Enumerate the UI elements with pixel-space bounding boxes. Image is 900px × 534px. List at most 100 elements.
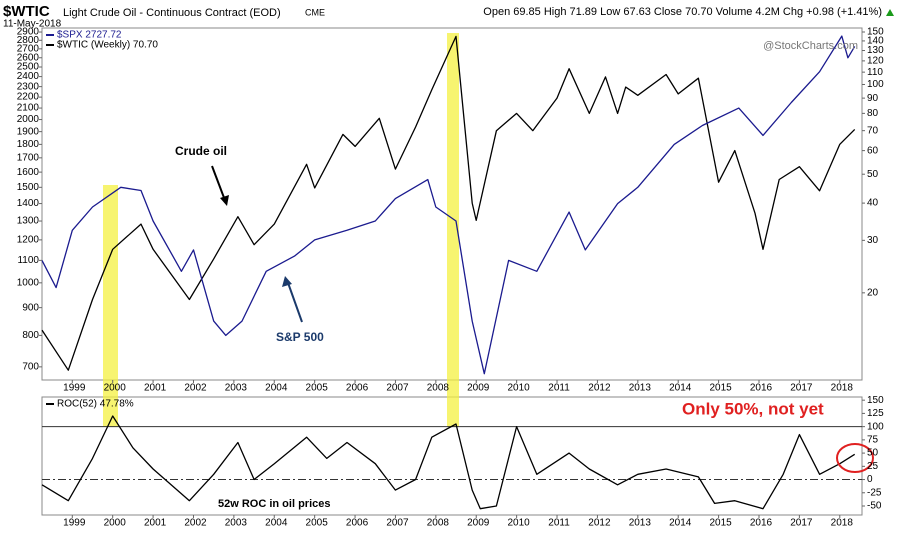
- y-tick-label: 2600: [17, 52, 40, 63]
- y-tick-label: 1000: [17, 277, 40, 288]
- y-tick-label: 20: [867, 287, 879, 298]
- y-tick-label: 50: [867, 448, 879, 459]
- legend-label: $WTIC (Weekly) 70.70: [57, 40, 158, 51]
- y-tick-label: 1600: [17, 167, 40, 178]
- chart-title: $WTIC: [3, 3, 50, 20]
- y-tick-label: 1100: [17, 255, 39, 266]
- x-tick-label: 2017: [790, 383, 813, 394]
- y-tick-label: 1500: [17, 182, 40, 193]
- x-tick-label: 2011: [548, 518, 570, 529]
- y-tick-label: 150: [867, 395, 884, 406]
- x-tick-label: 2010: [508, 518, 531, 529]
- highlight: [447, 33, 459, 427]
- x-tick-label: 2016: [750, 518, 773, 529]
- x-tick-label: 2008: [427, 383, 450, 394]
- date: 11-May-2018: [3, 19, 62, 30]
- x-tick-label: 2001: [144, 518, 167, 529]
- x-tick-label: 2015: [709, 518, 732, 529]
- y-tick-label: 30: [867, 235, 879, 246]
- y-tick-label: -25: [867, 487, 882, 498]
- y-tick-label: 2700: [17, 44, 40, 55]
- y-tick-label: 2000: [17, 114, 40, 125]
- y-tick-label: 900: [22, 302, 39, 313]
- series-line: [41, 35, 856, 371]
- annotation: S&P 500: [276, 330, 324, 344]
- x-tick-label: 2014: [669, 518, 692, 529]
- arrowhead: [220, 195, 229, 206]
- x-tick-label: 2011: [548, 383, 570, 394]
- y-tick-label: 125: [867, 408, 884, 419]
- x-tick-label: 2006: [346, 383, 369, 394]
- y-tick-label: 50: [867, 169, 879, 180]
- x-tick-label: 2000: [104, 518, 127, 529]
- x-tick-label: 2008: [427, 518, 450, 529]
- x-tick-label: 2009: [467, 518, 490, 529]
- annotation: Crude oil: [175, 144, 227, 158]
- x-tick-label: 2002: [184, 383, 207, 394]
- y-tick-label: 1900: [17, 126, 40, 137]
- y-tick-label: 130: [867, 45, 884, 56]
- y-tick-label: 60: [867, 145, 879, 156]
- x-tick-label: 2016: [750, 383, 773, 394]
- series-line: [41, 415, 856, 510]
- quote: Open 69.85 High 71.89 Low 67.63 Close 70…: [483, 6, 882, 18]
- y-tick-label: 700: [22, 361, 39, 372]
- y-tick-label: 40: [867, 198, 879, 209]
- x-tick-label: 2014: [669, 383, 692, 394]
- y-tick-label: 2200: [17, 92, 40, 103]
- watermark: @StockCharts.com: [763, 40, 858, 52]
- x-tick-label: 2001: [144, 383, 167, 394]
- series-line: [41, 35, 856, 375]
- y-tick-label: 120: [867, 56, 884, 67]
- x-tick-label: 2012: [588, 518, 611, 529]
- y-tick-label: 2800: [17, 35, 40, 46]
- highlight-circle: [836, 443, 874, 473]
- x-tick-label: 2004: [265, 383, 288, 394]
- x-tick-label: 2009: [467, 383, 490, 394]
- x-tick-label: 2003: [225, 383, 248, 394]
- x-tick-label: 1999: [63, 518, 86, 529]
- marks: [41, 35, 862, 510]
- y-tick-label: 70: [867, 125, 879, 136]
- up-arrow: [886, 9, 894, 16]
- annotation: Only 50%, not yet: [682, 399, 824, 418]
- subtitle: Light Crude Oil - Continuous Contract (E…: [63, 7, 281, 19]
- y-tick-label: 2900: [17, 27, 40, 38]
- y-tick-label: 1300: [17, 216, 40, 227]
- y-tick-label: 100: [867, 421, 884, 432]
- x-tick-label: 2006: [346, 518, 369, 529]
- x-tick-label: 2017: [790, 518, 813, 529]
- y-tick-label: 2400: [17, 71, 40, 82]
- y-tick-label: 2500: [17, 62, 40, 73]
- y-tick-label: 0: [867, 474, 873, 485]
- y-tick-label: 1400: [17, 198, 40, 209]
- x-tick-label: 2010: [508, 383, 531, 394]
- x-tick-label: 2015: [709, 383, 732, 394]
- y-tick-label: 140: [867, 36, 884, 47]
- y-tick-label: 110: [867, 67, 883, 78]
- arrow: [286, 279, 303, 323]
- x-tick-label: 2007: [386, 518, 409, 529]
- legend-label: ROC(52) 47.78%: [57, 399, 134, 410]
- x-tick-label: 2000: [104, 383, 127, 394]
- y-tick-label: 25: [867, 461, 879, 472]
- y-tick-label: 75: [867, 435, 879, 446]
- y-tick-label: 80: [867, 108, 879, 119]
- y-tick-label: 2100: [17, 103, 40, 114]
- x-tick-label: 2013: [629, 518, 652, 529]
- arrowhead: [282, 276, 292, 287]
- y-tick-label: 1700: [17, 152, 40, 163]
- annotation: 52w ROC in oil prices: [218, 498, 330, 510]
- x-tick-label: 2018: [831, 383, 854, 394]
- y-tick-label: -50: [867, 501, 882, 512]
- x-tick-label: 2005: [306, 518, 329, 529]
- x-tick-label: 2003: [225, 518, 248, 529]
- highlight: [103, 185, 118, 427]
- x-tick-label: 2012: [588, 383, 611, 394]
- y-tick-label: 2300: [17, 81, 40, 92]
- x-tick-label: 2002: [184, 518, 207, 529]
- y-tick-label: 1200: [17, 235, 40, 246]
- x-tick-label: 1999: [63, 383, 86, 394]
- y-tick-label: 100: [867, 79, 884, 90]
- legend-label: $SPX 2727.72: [57, 30, 122, 41]
